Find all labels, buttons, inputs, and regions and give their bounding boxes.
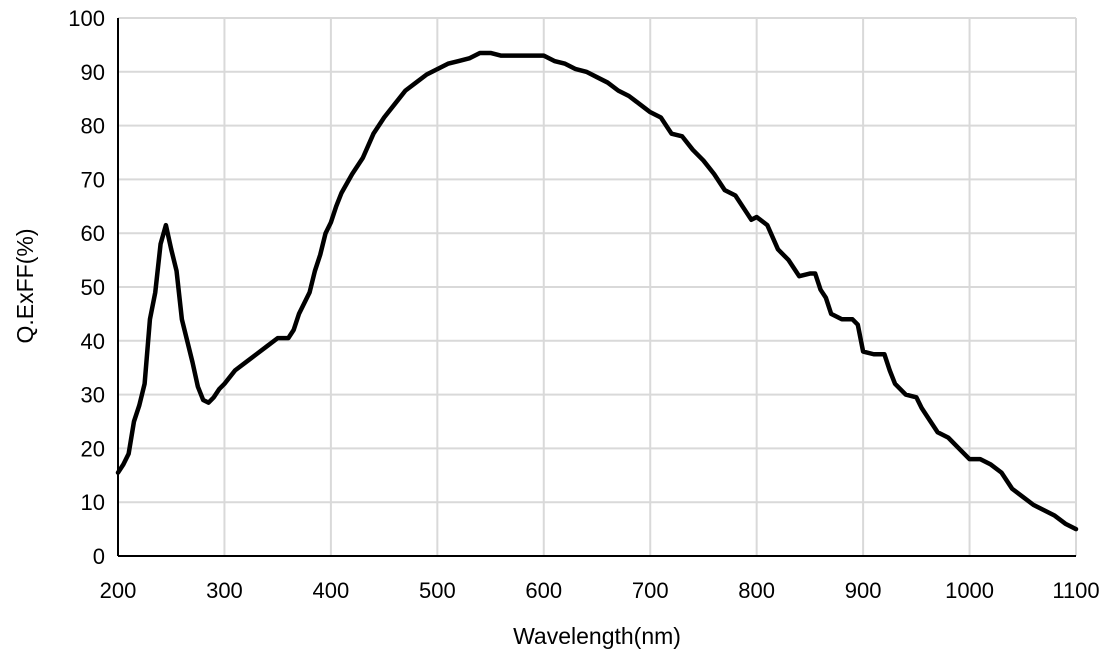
y-tick-label-30: 30: [81, 383, 105, 408]
x-tick-label-300: 300: [206, 578, 243, 603]
x-tick-label-200: 200: [100, 578, 137, 603]
y-tick-label-70: 70: [81, 167, 105, 192]
y-axis-title: Q.ExFF(%): [12, 229, 38, 344]
grid-lines: [118, 17, 1077, 556]
x-tick-label-1100: 1100: [1052, 578, 1099, 603]
x-tick-label-400: 400: [313, 578, 350, 603]
y-tick-label-10: 10: [81, 490, 105, 515]
y-tick-label-50: 50: [81, 275, 105, 300]
series-line-0: [115, 50, 1079, 532]
y-tick-label-60: 60: [81, 221, 105, 246]
x-tick-label-700: 700: [632, 578, 669, 603]
x-axis-title: Wavelength(nm): [513, 623, 681, 649]
x-tick-label-1000: 1000: [945, 578, 994, 603]
series-layer: [115, 50, 1079, 532]
y-tick-label-100: 100: [68, 6, 105, 31]
y-tick-label-0: 0: [93, 544, 105, 569]
x-tick-labels: 200 300 400 500 600 700 800 900 1000 1100: [100, 578, 1100, 603]
x-tick-label-800: 800: [738, 578, 775, 603]
y-tick-label-90: 90: [81, 60, 105, 85]
y-tick-label-20: 20: [81, 436, 105, 461]
y-tick-label-80: 80: [81, 114, 105, 139]
y-tick-labels: 0 10 20 30 40 50 60 70 80 90 100: [68, 6, 105, 569]
axes: [117, 18, 1076, 557]
x-tick-label-500: 500: [419, 578, 456, 603]
x-tick-label-600: 600: [525, 578, 562, 603]
x-tick-label-900: 900: [845, 578, 882, 603]
y-tick-label-40: 40: [81, 329, 105, 354]
